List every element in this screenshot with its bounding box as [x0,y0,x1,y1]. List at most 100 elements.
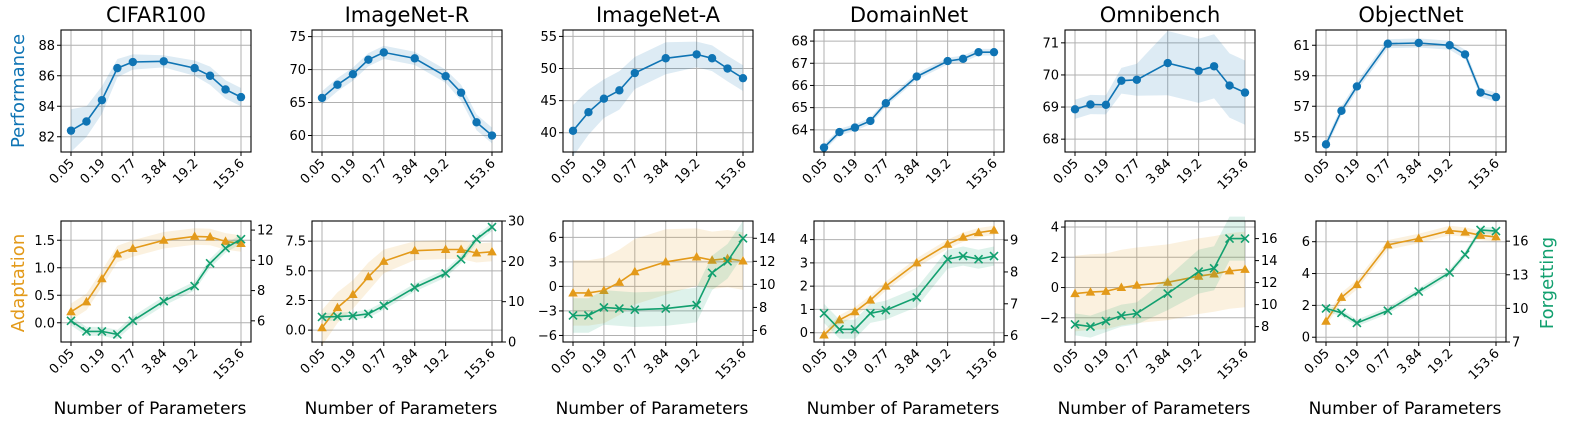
x-tick-label: 0.05 [298,346,329,377]
forgetting-line [573,237,744,317]
x-tick-label: 3.84 [1394,156,1425,187]
y-tick-label: 45 [540,94,557,109]
adaptation-band [322,240,492,346]
forgetting-point [1414,287,1424,297]
performance-point [1117,76,1126,85]
y-tick-label: 14 [1261,254,1278,269]
x-tick-label: 3.84 [1143,156,1174,187]
performance-point [456,88,466,97]
adaptation-point [1132,280,1142,289]
y-tick-label: 2 [1051,251,1059,266]
y-tick-label: 0.5 [34,289,55,304]
x-tick-label: 0.77 [1364,156,1395,187]
y-tick-label: 20 [508,255,525,270]
y-tick-label: 65 [289,96,306,111]
x-tick-label: 153.6 [964,156,1001,193]
y-tick-label: 88 [38,39,55,54]
performance-point [707,54,717,63]
performance-point [1460,50,1470,59]
y-tick-label: 68 [1042,133,1059,148]
forgetting-point [881,305,891,315]
x-tick-label: 0.19 [78,156,109,187]
adaptation-point [348,289,358,299]
performance-point [599,94,609,103]
x-tick-label: 0.19 [831,346,862,377]
x-tick-label: 3.84 [641,346,672,377]
y-tick-label: 10 [1512,302,1529,317]
performance-point [723,64,732,73]
adaptation-point [1162,277,1173,286]
panel-title: ImageNet-R [345,3,470,27]
axes-frame [562,220,754,343]
y-tick-label: 70 [1042,68,1059,83]
adaptation-band [824,225,994,340]
forgetting-point [487,222,497,232]
adaptation-point [942,239,953,248]
performance-point [692,50,701,59]
adaptation-point [97,273,107,283]
performance-point [1414,38,1423,48]
x-tick-label: 0.19 [831,156,862,187]
performance-point [850,123,860,132]
forgetting-point [1116,311,1126,321]
forgetting-point [943,254,953,264]
performance-point [819,143,829,152]
x-tick-label: 0.19 [1082,346,1113,377]
y-tick-label: 65 [791,101,808,116]
x-tick-label: 19.2 [923,346,954,377]
forgetting-point [1240,234,1250,244]
x-axis-label: Number of Parameters [1058,399,1251,419]
x-tick-label: 0.77 [862,346,893,377]
y-tick-label: 6 [1302,235,1310,250]
x-tick-label: 0.77 [611,346,642,377]
x-tick-label: 0.77 [1113,346,1144,377]
adaptation-point [1224,265,1235,275]
adaptation-point [236,238,246,248]
y-tick-label: 75 [289,30,306,45]
performance-point [317,93,327,103]
adaptation-point [568,287,578,297]
performance-band [322,45,492,144]
y-tick-label: 12 [1261,276,1278,291]
y-tick-label: 4 [1051,221,1059,236]
x-tick-label: 153.6 [713,346,750,383]
adaptation-point [1116,282,1127,292]
y-tick-label: 6 [257,314,265,329]
y-tick-label: 69 [1042,101,1059,116]
forgetting-point [738,233,748,243]
adaptation-point [599,285,609,294]
performance-point [568,126,578,136]
forgetting-point [471,234,482,244]
performance-point [1491,92,1501,102]
y-tick-label: 9 [1010,234,1018,249]
x-tick-label: 3.84 [390,346,421,377]
performance-band [71,54,241,152]
adaptation-point [1444,225,1455,235]
forgetting-point [722,256,733,266]
y-tick-label: 6 [549,231,557,246]
adaptation-point [66,306,76,316]
performance-point [912,72,921,81]
axes-frame [813,29,1005,153]
axes-frame [1064,220,1256,343]
y-tick-label: −6 [538,329,557,344]
forgetting-point [1445,267,1455,278]
axes-frame [311,220,503,343]
adaptation-point [881,281,891,290]
x-tick-label: 0.19 [1333,346,1364,377]
y-tick-label: 2 [1302,299,1310,314]
y-tick-label: 16 [1512,235,1529,250]
x-tick-label: 19.2 [1174,346,1205,377]
y-tick-label: 14 [759,232,776,247]
y-tick-label: 84 [38,100,55,115]
adaptation-point [456,244,466,253]
y-tick-label: 0 [508,336,516,351]
performance-point [584,107,593,117]
adaptation-point [409,245,420,255]
adaptation-line [823,229,995,336]
adaptation-point [1413,233,1424,243]
forgetting-point [332,312,343,322]
y-tick-label: 4 [800,233,808,248]
y-tick-label: 4 [1302,267,1310,282]
